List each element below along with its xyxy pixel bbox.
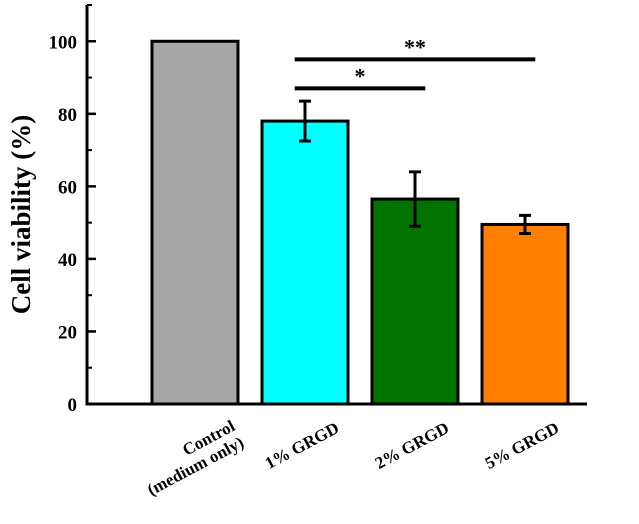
y-tick-label: 40	[58, 250, 77, 271]
bar-2-grgd	[370, 197, 460, 406]
error-bars	[299, 99, 531, 236]
y-axis-label: Cell viability (%)	[6, 115, 36, 314]
bar-1-grgd	[260, 119, 350, 406]
significance-label: *	[355, 63, 366, 88]
y-tick-label: 20	[58, 322, 77, 343]
x-tick-label-line: 5% GRGD	[482, 418, 562, 473]
bar-control	[150, 39, 240, 406]
y-tick-label: 0	[68, 395, 78, 416]
x-tick-label: Control(medium only)	[135, 416, 247, 499]
x-tick-label: 2% GRGD	[372, 418, 452, 473]
y-tick-label: 60	[58, 177, 77, 198]
significance-label: **	[404, 34, 426, 59]
y-tick-label: 100	[49, 32, 78, 53]
x-tick-label: 1% GRGD	[262, 418, 342, 473]
bar-5-grgd	[480, 222, 570, 406]
significance-markers: ***	[294, 34, 536, 91]
x-tick-label-line: 2% GRGD	[372, 418, 452, 473]
x-tick-label: 5% GRGD	[482, 418, 562, 473]
bars	[150, 39, 570, 406]
y-tick-label: 80	[58, 105, 77, 126]
x-tick-label-line: 1% GRGD	[262, 418, 342, 473]
